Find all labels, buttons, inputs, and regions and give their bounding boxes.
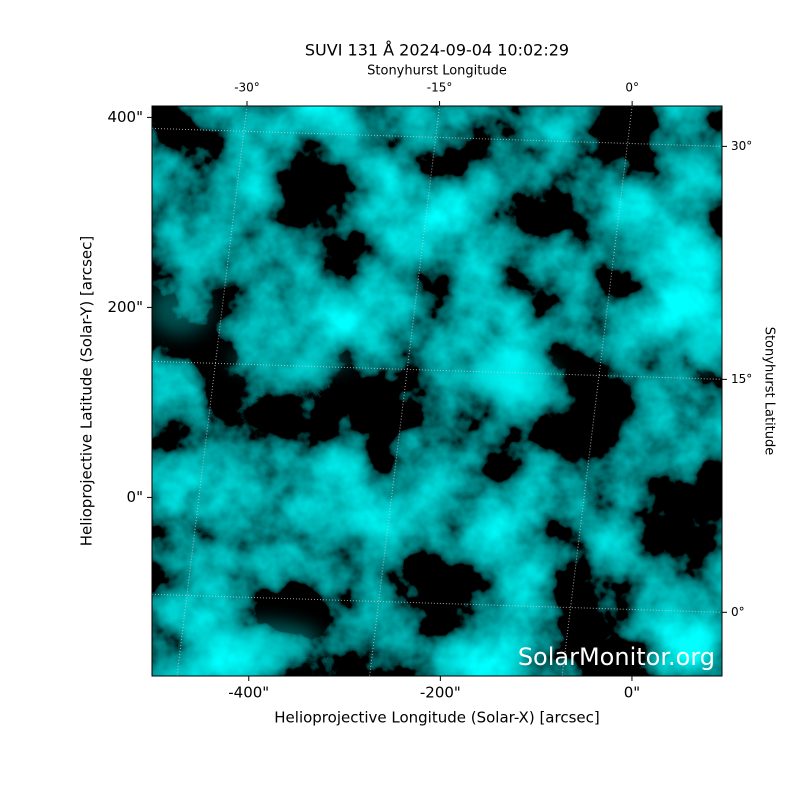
grid-line — [151, 127, 723, 147]
y-tick-label: 200" — [107, 298, 143, 316]
grid — [151, 105, 723, 677]
x2-tick-label: -30° — [234, 81, 260, 95]
y2-tick-label: 0° — [731, 605, 745, 619]
y2-axis-label: Stonyhurst Latitude — [762, 327, 777, 456]
x2-axis-label: Stonyhurst Longitude — [367, 64, 507, 79]
x-tick-label: -200" — [420, 684, 461, 702]
y2-tick-label: 30° — [731, 139, 752, 153]
x-axis-label: Helioprojective Longitude (Solar-X) [arc… — [274, 709, 599, 727]
y-axis-label: Helioprojective Latitude (Solar-Y) [arcs… — [78, 236, 96, 546]
chart-title: SUVI 131 Å 2024-09-04 10:02:29 — [305, 41, 569, 60]
y-tick-label: 0" — [127, 488, 143, 506]
plot-frame — [151, 105, 723, 677]
x2-tick-label: 0° — [625, 81, 639, 95]
y2-tick-label: 15° — [731, 372, 752, 386]
watermark: SolarMonitor.org — [518, 643, 715, 671]
solar-image — [152, 106, 722, 676]
grid-line — [151, 593, 723, 613]
x-tick-label: -400" — [228, 684, 269, 702]
grid-line — [151, 360, 723, 380]
y-tick-label: 400" — [107, 108, 143, 126]
x2-tick-label: -15° — [427, 81, 453, 95]
x-tick-label: 0" — [624, 684, 640, 702]
